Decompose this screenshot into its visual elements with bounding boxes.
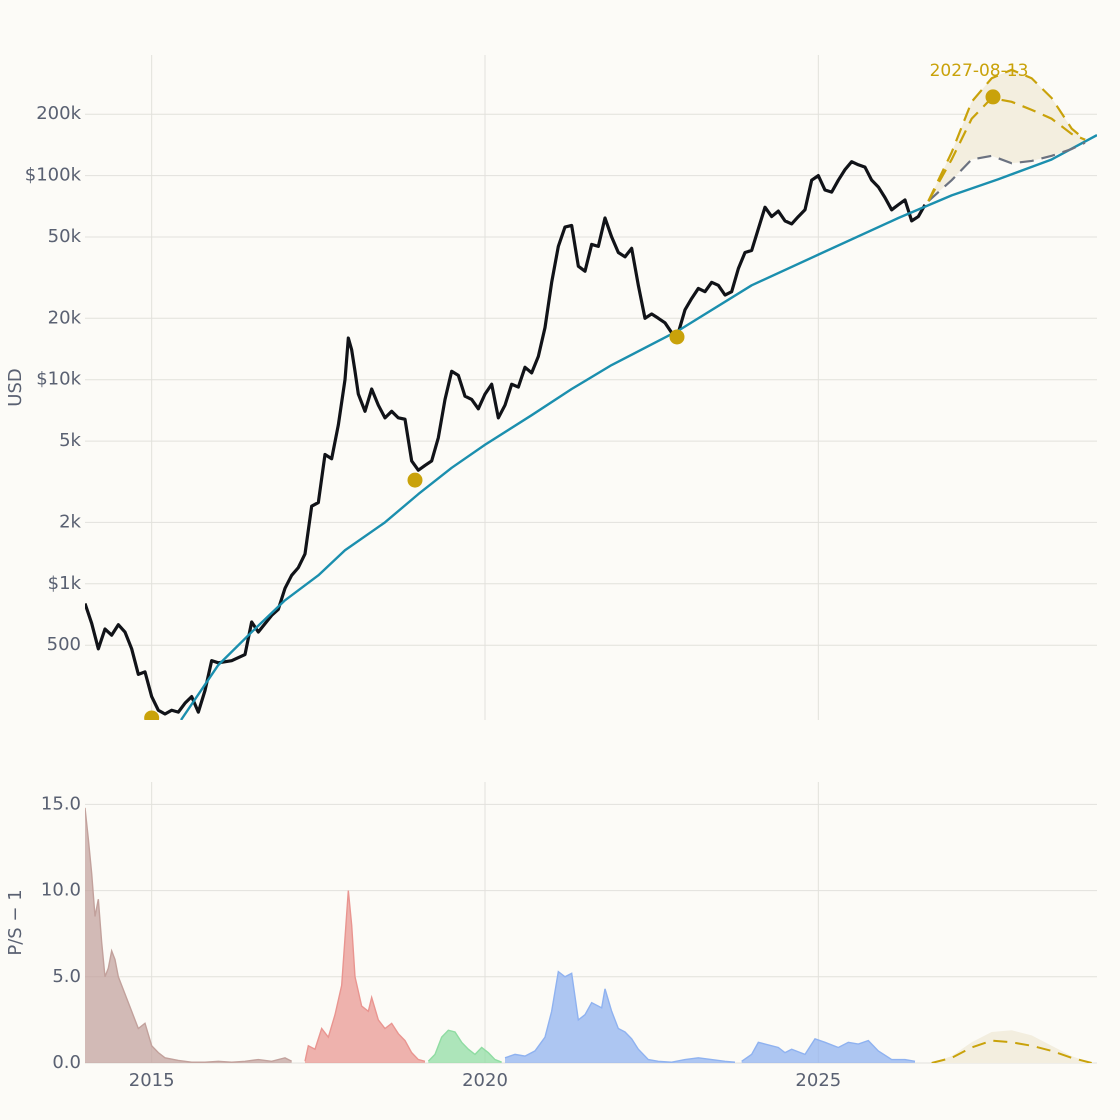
forecast-band bbox=[928, 69, 1085, 202]
marker-annotation: 2027-08-13 bbox=[930, 61, 1029, 81]
y-tick-label: 50k bbox=[48, 226, 82, 247]
area-fill bbox=[305, 890, 425, 1063]
y-tick-label: 10.0 bbox=[41, 880, 81, 901]
cycle-marker bbox=[985, 89, 1001, 105]
y-axis-label: USD bbox=[5, 368, 26, 406]
area-fill bbox=[505, 971, 735, 1063]
area-line bbox=[304, 890, 426, 1062]
y-tick-label: 200k bbox=[36, 103, 81, 124]
y-axis-label: P/S − 1 bbox=[5, 889, 26, 955]
y-tick-label: 15.0 bbox=[41, 793, 81, 814]
x-tick-label: 2020 bbox=[462, 1070, 508, 1091]
area-line bbox=[85, 807, 292, 1063]
y-tick-label: 500 bbox=[47, 634, 81, 655]
x-tick-label: 2025 bbox=[795, 1070, 841, 1091]
forecast-mid bbox=[927, 96, 1086, 202]
y-tick-label: 20k bbox=[48, 307, 82, 328]
cycle-marker bbox=[669, 329, 685, 345]
forecast-high bbox=[927, 68, 1086, 202]
series-line bbox=[85, 160, 927, 716]
area-line bbox=[741, 1038, 916, 1062]
area-fill bbox=[85, 807, 292, 1063]
forecast-area bbox=[931, 1030, 1092, 1063]
y-tick-label: 0.0 bbox=[52, 1052, 81, 1073]
area-fill bbox=[741, 1038, 915, 1063]
series-line bbox=[180, 134, 1097, 720]
forecast-low bbox=[927, 141, 1086, 202]
y-tick-label: 5.0 bbox=[52, 966, 81, 987]
cycle-marker bbox=[144, 710, 160, 720]
forecast-mid bbox=[931, 1039, 1092, 1063]
plot-area bbox=[85, 807, 1092, 1063]
x-tick-label: 2015 bbox=[129, 1070, 175, 1091]
area-line bbox=[427, 1029, 502, 1063]
cycle-marker bbox=[407, 472, 423, 488]
y-tick-label: $1k bbox=[48, 573, 82, 594]
y-tick-label: 2k bbox=[59, 511, 81, 532]
y-tick-label: $10k bbox=[36, 369, 81, 390]
plot-area bbox=[85, 68, 1097, 720]
y-tick-label: $100k bbox=[25, 165, 82, 186]
area-line bbox=[504, 970, 736, 1063]
y-tick-label: 5k bbox=[59, 430, 81, 451]
